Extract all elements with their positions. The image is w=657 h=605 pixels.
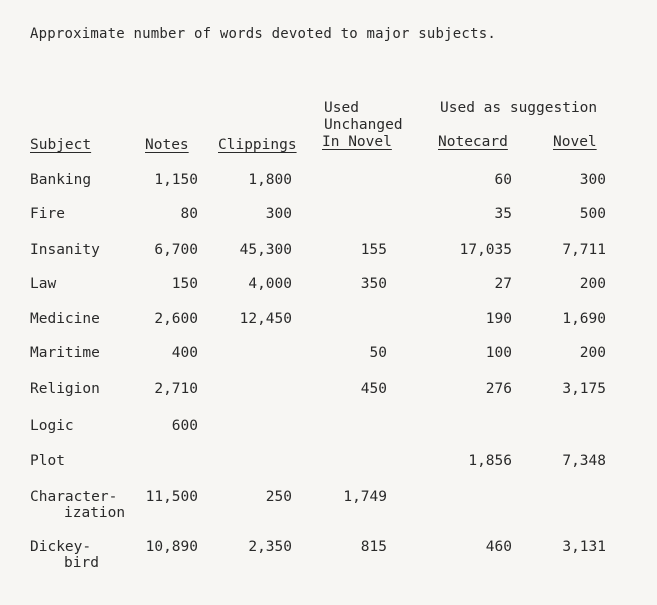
subject-label: Banking (30, 172, 92, 188)
cell-clippings: 4,000 (248, 276, 292, 292)
cell-notes: 2,600 (154, 311, 198, 327)
subject-label-continued: bird (64, 555, 99, 571)
cell-notes: 150 (171, 276, 198, 292)
header-subject: Subject (30, 137, 92, 153)
table-row-subject: Insanity (30, 242, 100, 258)
cell-notecard: 60 (494, 172, 512, 188)
table-row-subject: Character-ization (30, 489, 125, 521)
cell-notecard: 190 (485, 311, 512, 327)
cell-notecard: 1,856 (468, 453, 512, 469)
cell-notes: 11,500 (145, 489, 198, 505)
cell-novel: 1,690 (562, 311, 606, 327)
subject-label: Logic (30, 418, 74, 434)
cell-novel: 200 (579, 276, 606, 292)
header-clippings: Clippings (218, 137, 297, 153)
cell-unchanged: 350 (360, 276, 387, 292)
table-row-subject: Law (30, 276, 56, 292)
cell-clippings: 2,350 (248, 539, 292, 555)
cell-novel: 200 (579, 345, 606, 361)
table-row-subject: Religion (30, 381, 100, 397)
subject-label-continued: ization (64, 505, 126, 521)
header-novel: Novel (553, 134, 597, 150)
cell-unchanged: 815 (360, 539, 387, 555)
cell-clippings: 300 (265, 206, 292, 222)
cell-unchanged: 50 (369, 345, 387, 361)
cell-notes: 1,150 (154, 172, 198, 188)
cell-novel: 3,175 (562, 381, 606, 397)
cell-novel: 500 (579, 206, 606, 222)
cell-novel: 7,348 (562, 453, 606, 469)
subject-label: Insanity (30, 242, 100, 258)
cell-notecard: 276 (485, 381, 512, 397)
subject-label: Medicine (30, 311, 100, 327)
cell-unchanged: 155 (360, 242, 387, 258)
cell-notes: 6,700 (154, 242, 198, 258)
subject-label: Maritime (30, 345, 100, 361)
subject-label: Character- (30, 489, 118, 505)
cell-novel: 7,711 (562, 242, 606, 258)
subject-label: Fire (30, 206, 65, 222)
page-title: Approximate number of words devoted to m… (30, 26, 496, 42)
table-row-subject: Dickey-bird (30, 539, 99, 571)
cell-unchanged: 1,749 (343, 489, 387, 505)
cell-clippings: 45,300 (239, 242, 292, 258)
cell-notes: 10,890 (145, 539, 198, 555)
cell-clippings: 250 (265, 489, 292, 505)
cell-notecard: 35 (494, 206, 512, 222)
cell-unchanged: 450 (360, 381, 387, 397)
subject-label: Plot (30, 453, 65, 469)
cell-notes: 80 (180, 206, 198, 222)
header-notes: Notes (145, 137, 189, 153)
cell-novel: 3,131 (562, 539, 606, 555)
table-row-subject: Fire (30, 206, 65, 222)
subject-label: Religion (30, 381, 100, 397)
cell-notecard: 17,035 (459, 242, 512, 258)
cell-notes: 600 (171, 418, 198, 434)
subject-label: Law (30, 276, 57, 292)
table-row-subject: Logic (30, 418, 74, 434)
cell-clippings: 1,800 (248, 172, 292, 188)
cell-notes: 2,710 (154, 381, 198, 397)
table-row-subject: Maritime (30, 345, 100, 361)
header-notecard: Notecard (438, 134, 508, 150)
header-used-line1: Used (324, 100, 359, 116)
cell-notecard: 460 (485, 539, 512, 555)
table-row-subject: Plot (30, 453, 65, 469)
cell-notecard: 100 (485, 345, 512, 361)
header-used-as-suggestion: Used as suggestion (440, 100, 598, 116)
table-row-subject: Medicine (30, 311, 100, 327)
table-row-subject: Banking (30, 172, 91, 188)
cell-notes: 400 (171, 345, 198, 361)
subject-label: Dickey- (30, 539, 92, 555)
cell-novel: 300 (579, 172, 606, 188)
cell-notecard: 27 (494, 276, 512, 292)
header-used-line3: In Novel (322, 134, 392, 150)
cell-clippings: 12,450 (239, 311, 292, 327)
header-used-line2: Unchanged (324, 117, 403, 133)
